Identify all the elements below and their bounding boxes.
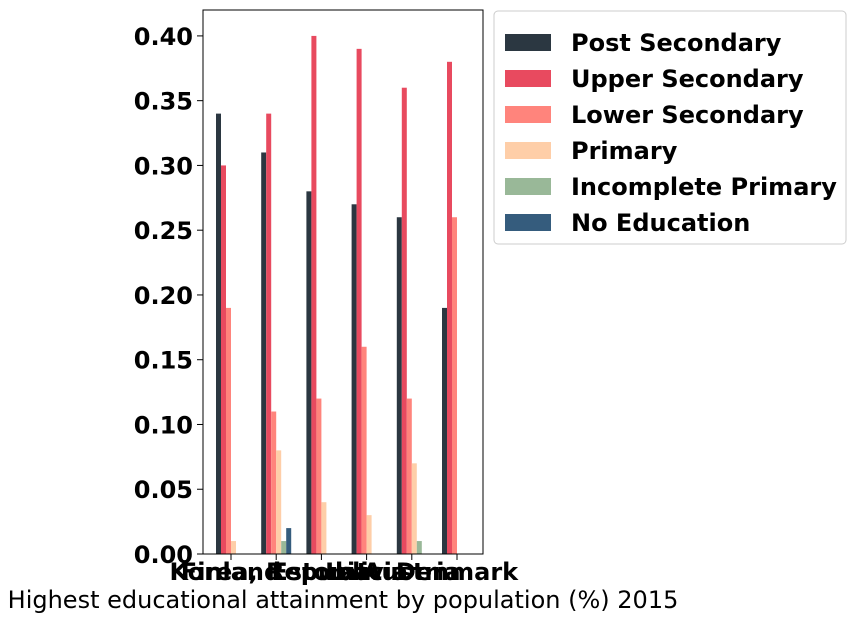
- legend-entry-label: Primary: [571, 137, 678, 165]
- y-tick-label: 0.25: [134, 217, 193, 245]
- x-axis-label: Highest educational attainment by popula…: [8, 586, 679, 614]
- bar-post-secondary: [442, 307, 447, 554]
- bar-upper-secondary: [311, 35, 317, 554]
- legend-entry-label: No Education: [571, 209, 750, 237]
- plot-frame: [202, 9, 484, 555]
- bar-upper-secondary: [447, 61, 452, 555]
- y-axis-ticks: 0.00 0.05 0.10 0.15 0.20 0.25 0.30 0.35 0.40: [134, 23, 203, 569]
- legend-frame: [493, 10, 847, 245]
- bar-primary: [366, 515, 372, 554]
- y-tick-label: 0.00: [134, 541, 193, 569]
- legend-swatch: [505, 70, 551, 87]
- bar-primary: [321, 502, 327, 554]
- bar-lower-secondary: [361, 346, 367, 554]
- bar-incomplete-primary: [281, 541, 287, 554]
- bar-post-secondary: [396, 217, 402, 554]
- y-tick-label: 0.10: [134, 411, 193, 439]
- y-tick-label: 0.30: [134, 152, 193, 180]
- y-tick-label: 0.20: [134, 282, 193, 310]
- legend-swatch: [505, 142, 551, 159]
- y-tick-label: 0.15: [134, 347, 193, 375]
- bar-lower-secondary: [271, 411, 277, 554]
- bar-upper-secondary: [356, 48, 362, 554]
- bar-lower-secondary: [316, 398, 322, 554]
- y-tick-label: 0.35: [134, 88, 193, 116]
- bar-upper-secondary: [401, 87, 407, 554]
- legend: Post Secondary Upper Secondary Lower Secon…: [493, 10, 847, 245]
- y-tick-label: 0.05: [134, 476, 193, 504]
- x-tick-label: Finland: [181, 558, 281, 586]
- bar-primary: [411, 463, 417, 554]
- x-tick-label: Austria: [363, 558, 461, 586]
- legend-entry-label: Lower Secondary: [571, 101, 804, 129]
- legend-swatch: [505, 214, 551, 231]
- bar-lower-secondary: [406, 398, 412, 554]
- bar-primary: [231, 541, 236, 554]
- x-tick-label: Denmark: [396, 558, 519, 586]
- bar-upper-secondary: [221, 165, 226, 554]
- bar-post-secondary: [261, 152, 267, 554]
- bar-lower-secondary: [452, 217, 457, 554]
- legend-swatch: [505, 34, 551, 51]
- bar-incomplete-primary: [416, 541, 422, 554]
- bar-primary: [276, 450, 282, 554]
- bar-post-secondary: [216, 113, 221, 554]
- bar-post-secondary: [351, 204, 357, 555]
- y-tick-label: 0.40: [134, 23, 193, 51]
- x-tick-label: Latvia: [325, 558, 408, 586]
- bar-upper-secondary: [266, 113, 272, 554]
- legend-swatch: [505, 178, 551, 195]
- x-tick-label: Korea, Republic: [170, 558, 383, 586]
- legend-entry-label: Incomplete Primary: [571, 173, 837, 201]
- x-tick-label: Estonia: [271, 558, 371, 586]
- legend-entry-label: Post Secondary: [571, 29, 782, 57]
- bar-post-secondary: [306, 191, 312, 555]
- bars-group: [216, 35, 457, 555]
- bar-lower-secondary: [226, 307, 231, 554]
- bar-no-education: [286, 528, 292, 554]
- legend-entry-label: Upper Secondary: [571, 65, 804, 93]
- legend-swatch: [505, 106, 551, 123]
